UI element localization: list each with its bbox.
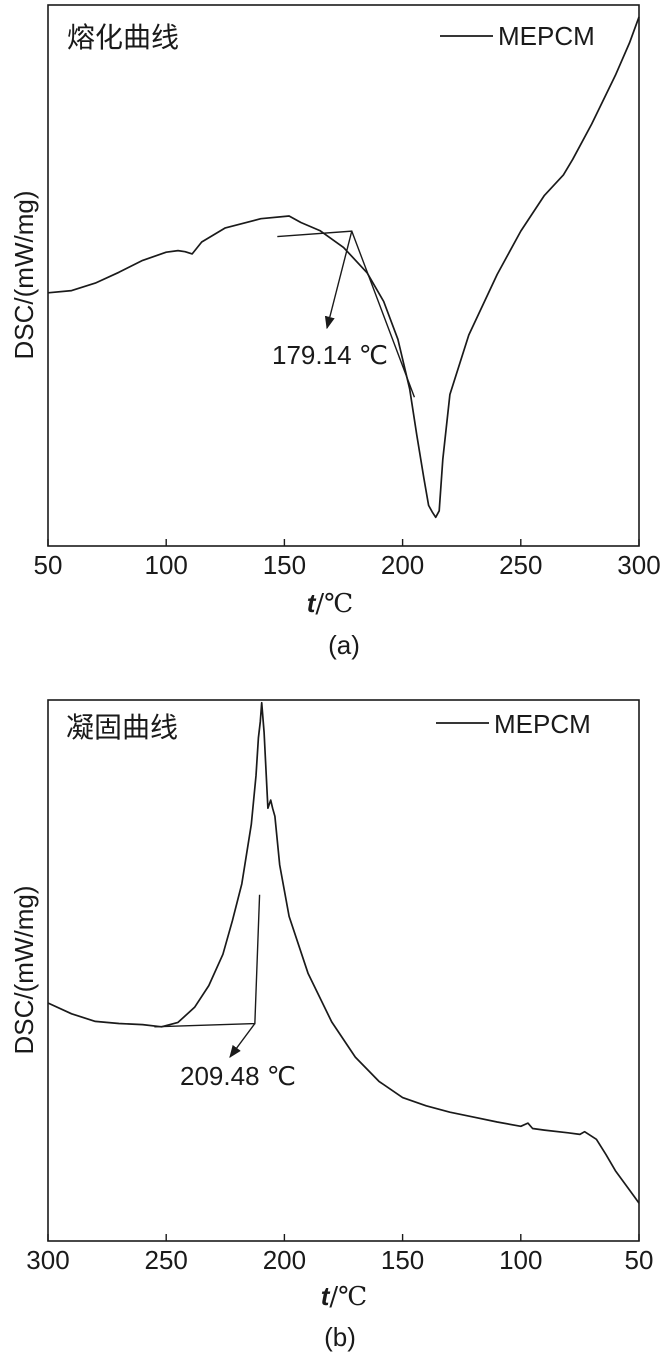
panel-b-plot-frame xyxy=(47,699,640,1242)
panel-a-xtick-label-250: 250 xyxy=(499,550,542,580)
panel-b-xlabel-unit: /℃ xyxy=(329,1282,367,1312)
panel-b-xtick-label-200: 200 xyxy=(263,1245,306,1275)
panel-a-plot-frame xyxy=(47,4,640,547)
panel-b-xtick-label-50: 50 xyxy=(625,1245,654,1275)
panel-a-legend-label: MEPCM xyxy=(498,21,595,51)
panel-a-annotation-label: 179.14 ℃ xyxy=(272,340,388,370)
panel-b-tangent-lines xyxy=(154,894,261,1028)
panel-a-series-mepcm xyxy=(47,16,640,519)
panel-b-xlabel-var: t xyxy=(321,1281,331,1311)
panel-b-annotation-arrow xyxy=(229,1023,256,1059)
panel-a-xtick-label-100: 100 xyxy=(145,550,188,580)
panel-b-xtick-label-300: 300 xyxy=(26,1245,69,1275)
panel-b-ylabel: DSC/(mW/mg) xyxy=(9,886,39,1055)
panel-b-xlabel: t/℃ xyxy=(321,1281,368,1312)
panel-b-xtick-label-150: 150 xyxy=(381,1245,424,1275)
panel-b: 凝固曲线 MEPCM 300 250 200 150 100 50 DSC/(mW/mg)… xyxy=(9,699,654,1352)
panel-a-xlabel-var: t xyxy=(307,588,317,618)
panel-a-xtick-label-50: 50 xyxy=(34,550,63,580)
panel-b-series-mepcm xyxy=(47,701,640,1204)
panel-a-ylabel: DSC/(mW/mg) xyxy=(9,191,39,360)
panel-b-xtick-label-100: 100 xyxy=(499,1245,542,1275)
panel-b-legend-label: MEPCM xyxy=(494,709,591,739)
panel-b-title: 凝固曲线 xyxy=(66,711,178,744)
panel-b-panel-label: (b) xyxy=(324,1322,356,1352)
panel-a-annotation-arrow xyxy=(324,230,353,330)
panel-a-panel-label: (a) xyxy=(328,630,360,660)
panel-a-xtick-label-150: 150 xyxy=(263,550,306,580)
panel-b-annotation-label: 209.48 ℃ xyxy=(180,1061,296,1091)
panel-a-xtick-label-200: 200 xyxy=(381,550,424,580)
panel-b-xtick-label-250: 250 xyxy=(145,1245,188,1275)
panel-a-title: 熔化曲线 xyxy=(67,21,179,54)
panel-a-xlabel: t/℃ xyxy=(307,588,354,619)
panel-a: 熔化曲线 MEPCM 50 100 150 200 250 300 DSC/(mW/mg)… xyxy=(9,4,661,660)
panel-a-xlabel-unit: /℃ xyxy=(315,589,353,619)
panel-a-xtick-label-300: 300 xyxy=(617,550,660,580)
